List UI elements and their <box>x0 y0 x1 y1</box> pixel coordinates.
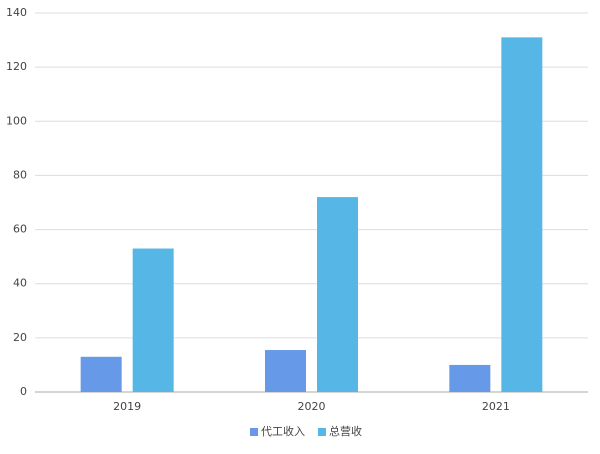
x-tick-label: 2020 <box>298 400 326 413</box>
y-tick-label: 140 <box>6 6 27 19</box>
legend-swatch <box>250 428 258 436</box>
y-tick-label: 100 <box>6 114 27 127</box>
legend-label: 总营收 <box>329 424 362 438</box>
y-tick-label: 60 <box>13 223 27 236</box>
y-tick-label: 20 <box>13 331 27 344</box>
bar <box>80 356 122 392</box>
y-tick-label: 0 <box>20 385 27 398</box>
legend-swatch <box>318 428 326 436</box>
bar <box>449 364 491 392</box>
y-tick-label: 120 <box>6 60 27 73</box>
bar <box>317 197 358 392</box>
legend-label: 代工收入 <box>261 424 305 438</box>
y-tick-label: 80 <box>13 168 27 181</box>
y-tick-label: 40 <box>13 277 27 290</box>
x-tick-label: 2019 <box>113 400 141 413</box>
bar <box>501 37 543 392</box>
bar <box>265 350 306 392</box>
x-tick-label: 2021 <box>482 400 510 413</box>
bar <box>132 248 174 392</box>
